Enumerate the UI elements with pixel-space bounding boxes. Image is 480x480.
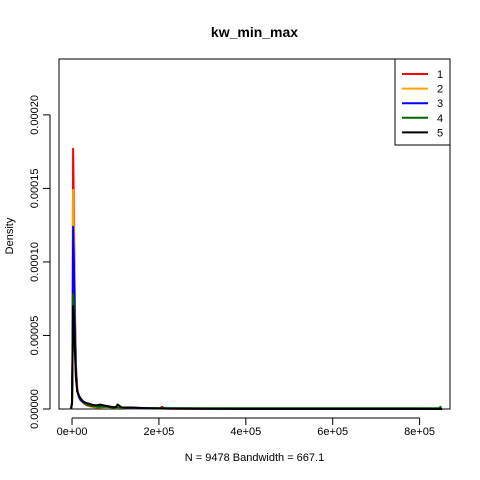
- legend-label-4: 4: [437, 113, 443, 125]
- legend-label-3: 3: [437, 98, 443, 110]
- y-tick-label: 0.00020: [29, 95, 41, 135]
- y-tick-label: 0.00015: [29, 169, 41, 209]
- legend: 1 2 3 4 5: [394, 58, 451, 146]
- y-axis: 0.00000 0.00005 0.00010 0.00015 0.00020: [29, 95, 51, 429]
- x-tick-label: 2e+05: [143, 426, 174, 438]
- y-tick-label: 0.00005: [29, 316, 41, 356]
- series-group: [70, 147, 443, 410]
- chart-title: kw_min_max: [211, 24, 298, 40]
- x-axis: 0e+00 2e+05 4e+05 6e+05 8e+05: [57, 417, 435, 438]
- x-tick-label: 6e+05: [317, 426, 348, 438]
- x-tick-label: 0e+00: [57, 426, 88, 438]
- legend-label-1: 1: [437, 69, 443, 81]
- x-tick-label: 4e+05: [230, 426, 261, 438]
- x-axis-label: N = 9478 Bandwidth = 667.1: [185, 452, 324, 464]
- legend-label-2: 2: [437, 84, 443, 96]
- y-tick-label: 0.00000: [29, 389, 41, 429]
- x-tick-label: 8e+05: [404, 426, 435, 438]
- y-axis-label: Density: [4, 217, 16, 254]
- series-line-5: [70, 305, 443, 410]
- legend-label-5: 5: [437, 127, 443, 139]
- y-tick-label: 0.00010: [29, 242, 41, 282]
